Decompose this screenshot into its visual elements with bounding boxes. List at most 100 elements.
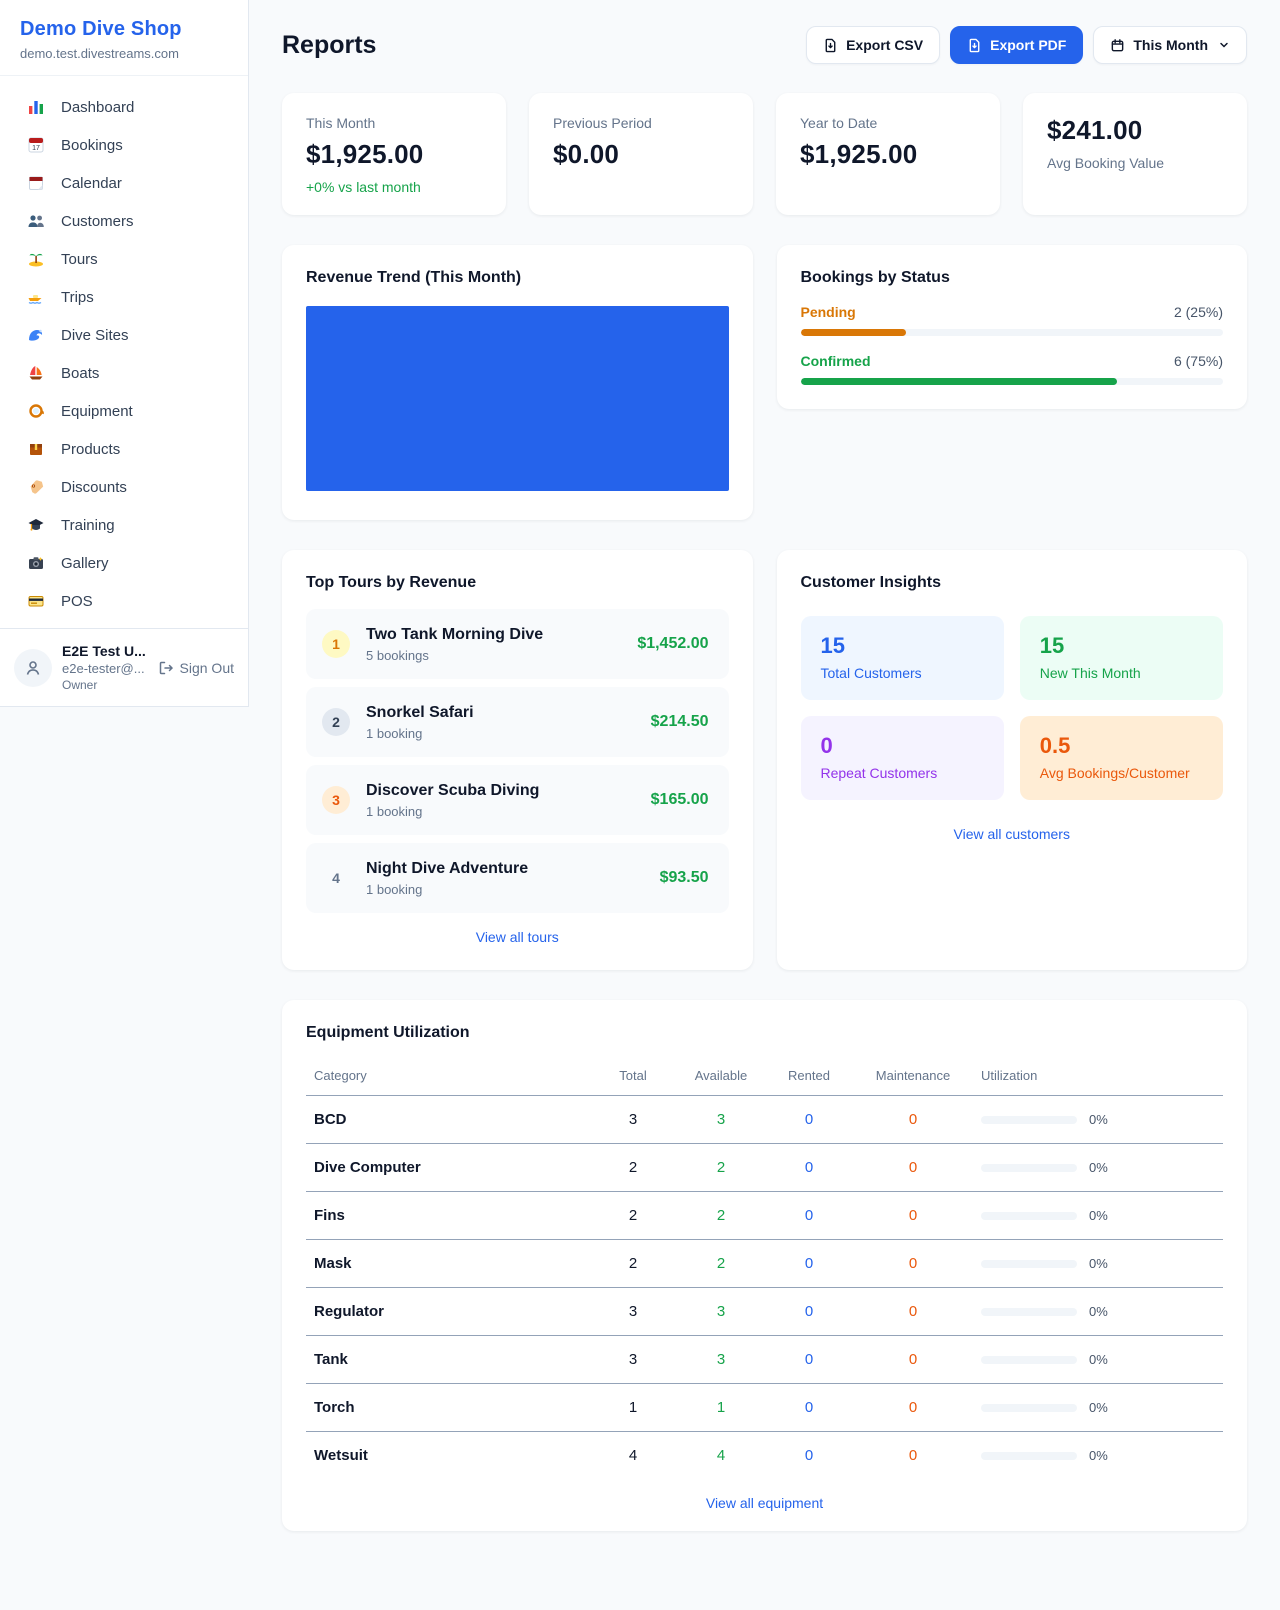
sailboat-icon — [26, 364, 46, 382]
sidebar-item-gallery[interactable]: Gallery — [12, 544, 236, 582]
table-row: Mask 2 2 0 0 0% — [306, 1239, 1223, 1288]
card-title: Equipment Utilization — [306, 1024, 470, 1041]
sidebar-item-label: Training — [61, 516, 115, 534]
export-csv-button[interactable]: Export CSV — [806, 26, 941, 64]
speedboat-icon — [26, 288, 46, 306]
utilization-bar — [981, 1451, 1077, 1460]
calendar-icon — [1110, 38, 1125, 53]
status-count: 6 (75%) — [1173, 353, 1223, 369]
sign-out-button[interactable]: Sign Out — [158, 660, 234, 676]
sidebar-item-discounts[interactable]: Discounts — [12, 468, 236, 506]
user-panel: E2E Test U... e2e-tester@... Owner Sign … — [0, 628, 248, 706]
sidebar-item-dive-sites[interactable]: Dive Sites — [12, 316, 236, 354]
tour-revenue: $165.00 — [650, 791, 709, 808]
table-row: Tank 3 3 0 0 0% — [306, 1335, 1223, 1384]
table-row: Regulator 3 3 0 0 0% — [306, 1287, 1223, 1336]
card-title: Revenue Trend (This Month) — [306, 269, 522, 286]
sidebar-item-tours[interactable]: Tours — [12, 240, 236, 278]
sidebar-item-customers[interactable]: Customers — [12, 202, 236, 240]
sidebar-item-trips[interactable]: Trips — [12, 278, 236, 316]
tour-revenue: $93.50 — [659, 869, 709, 886]
stat-card-avg-booking-value: $241.00 Avg Booking Value — [1023, 93, 1247, 215]
credit-card-icon — [26, 592, 46, 610]
bar-chart-icon — [26, 98, 46, 116]
wave-icon — [26, 326, 46, 344]
customer-insights-card: Customer Insights 15 Total Customers 15 … — [776, 550, 1247, 970]
tour-list-item: 3 Discover Scuba Diving 1 booking $165.00 — [306, 765, 729, 835]
page-header: Reports Export CSV Export PDF This Month — [282, 26, 1247, 64]
table-row: BCD 3 3 0 0 0% — [306, 1095, 1223, 1144]
island-icon — [26, 250, 46, 268]
insight-tile-total-customers: 15 Total Customers — [800, 616, 1004, 700]
shop-logo-link[interactable]: Demo Dive Shop demo.test.divestreams.com — [0, 0, 248, 76]
view-all-tours-link[interactable]: View all tours — [475, 929, 559, 945]
grad-cap-icon — [26, 516, 46, 534]
sidebar-item-products[interactable]: Products — [12, 430, 236, 468]
view-all-customers-link[interactable]: View all customers — [953, 826, 1070, 842]
sidebar-item-label: Products — [61, 440, 121, 458]
insight-tile-avg-bookings: 0.5 Avg Bookings/Customer — [1019, 716, 1223, 800]
stats-row: This Month $1,925.00 +0% vs last month P… — [282, 93, 1247, 215]
sidebar-item-label: Discounts — [61, 478, 127, 496]
rank-badge: 2 — [322, 708, 350, 736]
status-row-confirmed: Confirmed 6 (75%) — [800, 353, 1223, 385]
dive-mask-icon — [26, 402, 46, 420]
sidebar-item-training[interactable]: Training — [12, 506, 236, 544]
sidebar-item-label: Dive Sites — [61, 326, 129, 344]
top-tours-card: Top Tours by Revenue 1 Two Tank Morning … — [282, 550, 753, 970]
card-title: Bookings by Status — [800, 269, 950, 286]
tag-icon — [26, 478, 46, 496]
progress-track — [800, 329, 1223, 336]
main-content: Reports Export CSV Export PDF This Month… — [249, 0, 1280, 1571]
delta-badge: +0% vs last month — [306, 179, 421, 195]
sidebar-item-label: Customers — [61, 212, 134, 230]
svg-text:17: 17 — [32, 145, 40, 152]
period-dropdown[interactable]: This Month — [1093, 26, 1247, 64]
sidebar-item-label: Dashboard — [61, 98, 135, 116]
card-title: Customer Insights — [800, 574, 941, 591]
utilization-bar — [981, 1211, 1077, 1220]
sidebar-item-bookings[interactable]: 17 Bookings — [12, 126, 236, 164]
insight-tile-new-this-month: 15 New This Month — [1019, 616, 1223, 700]
page-title: Reports — [282, 30, 377, 59]
utilization-bar — [981, 1163, 1077, 1172]
utilization-bar — [981, 1355, 1077, 1364]
sidebar-item-dashboard[interactable]: Dashboard — [12, 88, 236, 126]
table-row: Wetsuit 4 4 0 0 0% — [314, 1447, 1108, 1464]
sidebar-item-calendar[interactable]: Calendar — [12, 164, 236, 202]
rank-badge: 1 — [322, 630, 350, 658]
tour-revenue: $1,452.00 — [637, 635, 709, 652]
tour-list-item: 1 Two Tank Morning Dive 5 bookings $1,452… — [306, 609, 729, 679]
sidebar-item-boats[interactable]: Boats — [12, 354, 236, 392]
file-download-icon — [967, 38, 982, 53]
utilization-bar — [981, 1115, 1077, 1124]
stat-card-previous-period: Previous Period $0.00 — [529, 93, 753, 215]
user-name: E2E Test U... — [62, 643, 146, 659]
status-row-pending: Pending 2 (25%) — [800, 304, 1223, 336]
progress-fill — [800, 329, 907, 336]
view-all-equipment-link[interactable]: View all equipment — [705, 1495, 824, 1511]
card-title: Top Tours by Revenue — [306, 574, 477, 591]
equipment-table: Category Total Available Rented Maintena… — [306, 1058, 1223, 1479]
package-icon — [26, 440, 46, 458]
tour-list-item: 4 Night Dive Adventure 1 booking $93.50 — [306, 843, 729, 913]
insight-tile-repeat-customers: 0 Repeat Customers — [800, 716, 1004, 800]
revenue-trend-chart — [306, 306, 729, 491]
chevron-down-icon — [1218, 39, 1230, 51]
sidebar-item-label: POS — [61, 592, 93, 610]
status-label: Pending — [800, 304, 856, 320]
equipment-utilization-card: Equipment Utilization Category Total Ava… — [282, 1000, 1247, 1531]
export-pdf-button[interactable]: Export PDF — [950, 26, 1084, 64]
progress-fill — [800, 378, 1118, 385]
status-label: Confirmed — [800, 353, 871, 369]
sidebar-item-label: Trips — [61, 288, 94, 306]
sidebar-item-equipment[interactable]: Equipment — [12, 392, 236, 430]
revenue-trend-card: Revenue Trend (This Month) — [282, 245, 753, 520]
sidebar-item-pos[interactable]: POS — [12, 582, 236, 620]
sidebar-item-label: Bookings — [61, 136, 123, 154]
table-row: Fins 2 2 0 0 0% — [306, 1191, 1223, 1240]
user-role: Owner — [62, 678, 98, 692]
shop-domain: demo.test.divestreams.com — [20, 46, 179, 61]
camera-icon — [26, 554, 46, 572]
rank-badge: 3 — [322, 786, 350, 814]
